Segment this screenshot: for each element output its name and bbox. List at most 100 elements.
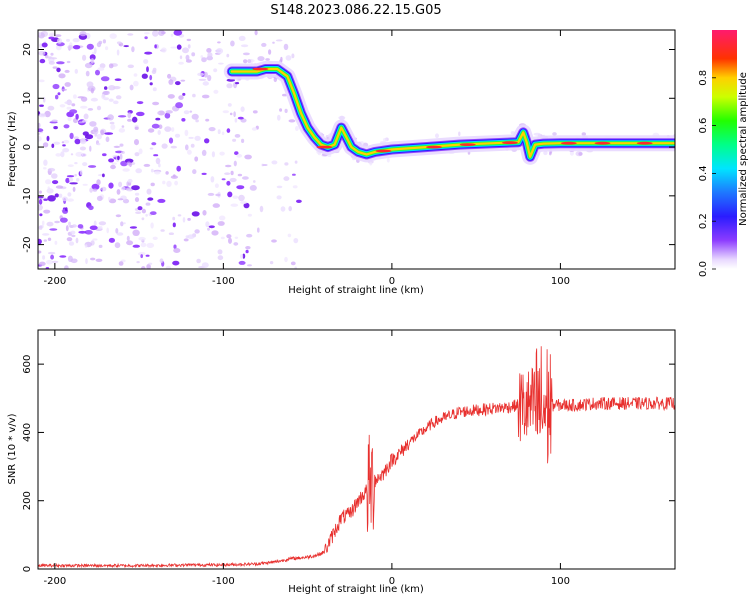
snr-axes: -200 -100 0 100 0 200 400 600 bbox=[22, 330, 675, 587]
spectrogram-ylabel: Frequency (Hz) bbox=[7, 111, 18, 187]
spectrogram-noise-cell bbox=[90, 257, 96, 261]
spectrogram-noise-cell bbox=[66, 175, 75, 178]
spectrogram-noise-cell bbox=[86, 43, 94, 50]
spectrogram-noise-cell bbox=[83, 113, 89, 120]
spectrogram-halo-cell bbox=[386, 157, 390, 163]
spectrogram-noise-cell bbox=[88, 205, 94, 211]
spectrogram-noise-cell bbox=[234, 151, 239, 156]
spectrogram-noise-cell bbox=[173, 30, 183, 36]
spectrogram-noise-cell bbox=[245, 246, 251, 250]
spectrogram-noise-cell bbox=[46, 135, 50, 142]
spectrogram-noise-cell bbox=[72, 186, 76, 192]
spectrogram-noise-cell bbox=[85, 258, 88, 265]
spectrogram-noise-cell bbox=[192, 169, 197, 175]
spectrogram-noise-cell bbox=[160, 229, 165, 232]
spectrogram-noise-cell bbox=[220, 236, 225, 240]
spectrogram-noise-cell bbox=[141, 266, 146, 269]
spectrogram-noise-cell bbox=[190, 143, 195, 148]
spectrogram-noise-cell bbox=[121, 186, 126, 191]
spectrogram-noise-cell bbox=[143, 163, 151, 167]
spectrogram-halo-cell bbox=[569, 150, 574, 156]
spectrogram-halo-cell bbox=[265, 58, 270, 61]
colorbar: 0.0 0.2 0.4 0.6 0.8 Normalized spectral ampl… bbox=[698, 30, 749, 277]
spectrogram-noise-cell bbox=[120, 151, 125, 154]
spectrogram-peak bbox=[594, 141, 611, 145]
spectrogram-noise-cell bbox=[51, 173, 58, 179]
spectrogram-noise-cell bbox=[51, 119, 58, 123]
snr-xtick-label: 0 bbox=[389, 576, 395, 587]
spectrogram-noise-cell bbox=[155, 117, 161, 121]
spectrogram-noise-cell bbox=[205, 118, 210, 122]
spectrogram-noise-cell bbox=[233, 160, 237, 167]
spectrogram-noise-cell bbox=[74, 173, 77, 177]
spectrogram-noise-cell bbox=[116, 41, 122, 45]
spectrogram-noise-cell bbox=[51, 57, 58, 60]
spectrogram-noise-cell bbox=[136, 261, 140, 264]
spectrogram-noise-cell bbox=[133, 80, 139, 87]
spectrogram-noise-cell bbox=[70, 258, 78, 264]
spectrogram-noise-cell bbox=[150, 168, 154, 173]
spectrogram-noise-cell bbox=[168, 79, 174, 85]
spectrogram-noise-cell bbox=[80, 96, 88, 102]
spectrogram-noise-cell bbox=[129, 226, 137, 229]
spectrogram-noise-cell bbox=[64, 82, 71, 87]
snr-ylabel: SNR (10 * v/v) bbox=[7, 413, 18, 484]
spectrogram-noise-cell bbox=[48, 56, 52, 59]
spectrogram-noise-cell bbox=[127, 112, 132, 119]
spectrogram-noise-cell bbox=[296, 199, 302, 203]
spectrogram-noise-cell bbox=[67, 164, 74, 167]
spectrogram-noise-cell bbox=[50, 52, 54, 56]
spectrogram-noise-cell bbox=[246, 233, 253, 238]
spectrogram-noise-cell bbox=[179, 55, 183, 60]
spectrogram-noise-cell bbox=[201, 94, 210, 99]
spectrogram-noise-cell bbox=[283, 176, 290, 181]
spectrogram-noise-cell bbox=[292, 173, 296, 176]
spectrogram-noise-cell bbox=[241, 138, 245, 143]
spectrogram-noise-cell bbox=[233, 242, 239, 246]
spectrogram-noise-cell bbox=[119, 143, 124, 147]
spectrogram-noise-cell bbox=[88, 165, 97, 168]
spectrogram-noise-cell bbox=[244, 154, 252, 160]
spectrogram-noise-cell bbox=[207, 192, 215, 196]
spectrogram-noise-cell bbox=[54, 240, 58, 245]
spectrogram-halo-cell bbox=[247, 59, 252, 64]
spectrogram-noise-cell bbox=[141, 217, 145, 221]
spectrogram-noise-cell bbox=[272, 41, 275, 44]
colorbar-label: Normalized spectral amplitude bbox=[738, 72, 749, 226]
spectrogram-noise-cell bbox=[56, 61, 65, 65]
spectrogram-xlabel: Height of straight line (km) bbox=[288, 285, 424, 296]
spectrogram-noise-cell bbox=[108, 198, 117, 204]
spectrogram-noise-cell bbox=[82, 183, 88, 186]
spectrogram-noise-cell bbox=[168, 232, 174, 235]
spectrogram-noise-cell bbox=[226, 234, 232, 239]
spectrogram-noise-cell bbox=[230, 40, 235, 47]
spectrogram-noise-cell bbox=[201, 262, 209, 268]
spectrogram-noise-cell bbox=[107, 114, 114, 121]
spectrogram-noise-cell bbox=[226, 128, 231, 133]
spectrogram-noise-cell bbox=[48, 36, 55, 40]
spectrogram-noise-cell bbox=[234, 236, 239, 239]
spectrogram-noise-cell bbox=[146, 263, 151, 269]
spectrogram-ytick-label: 20 bbox=[22, 43, 33, 56]
spectrogram-noise-cell bbox=[52, 83, 60, 90]
spectrogram-noise-cell bbox=[229, 177, 237, 183]
spectrogram-noise-cell bbox=[100, 129, 105, 136]
spectrogram-noise-cell bbox=[53, 141, 61, 145]
spectrogram-noise-cell bbox=[57, 92, 61, 96]
spectrogram-noise-cell bbox=[43, 198, 48, 201]
spectrogram-noise-cell bbox=[53, 126, 58, 130]
spectrogram-noise-cell bbox=[96, 195, 103, 202]
spectrogram-noise-cell bbox=[47, 195, 56, 202]
spectrogram-noise-cell bbox=[44, 110, 51, 118]
spectrogram-noise-cell bbox=[84, 62, 93, 69]
spectrogram-noise-cell bbox=[108, 98, 114, 102]
spectrogram-noise-cell bbox=[38, 79, 45, 83]
spectrogram-ytick-label: 10 bbox=[22, 92, 33, 105]
spectrogram-noise-cell bbox=[113, 86, 121, 90]
spectrogram-noise-cell bbox=[89, 121, 97, 127]
spectrogram-noise-cell bbox=[38, 250, 42, 254]
spectrogram-noise-cell bbox=[96, 134, 102, 140]
spectrogram-noise-cell bbox=[238, 194, 245, 202]
spectrogram-noise-cell bbox=[152, 67, 157, 72]
